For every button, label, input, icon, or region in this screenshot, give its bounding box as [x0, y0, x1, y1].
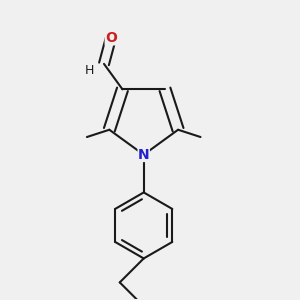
Text: O: O [105, 31, 117, 45]
Text: N: N [138, 148, 149, 162]
Text: H: H [85, 64, 94, 77]
